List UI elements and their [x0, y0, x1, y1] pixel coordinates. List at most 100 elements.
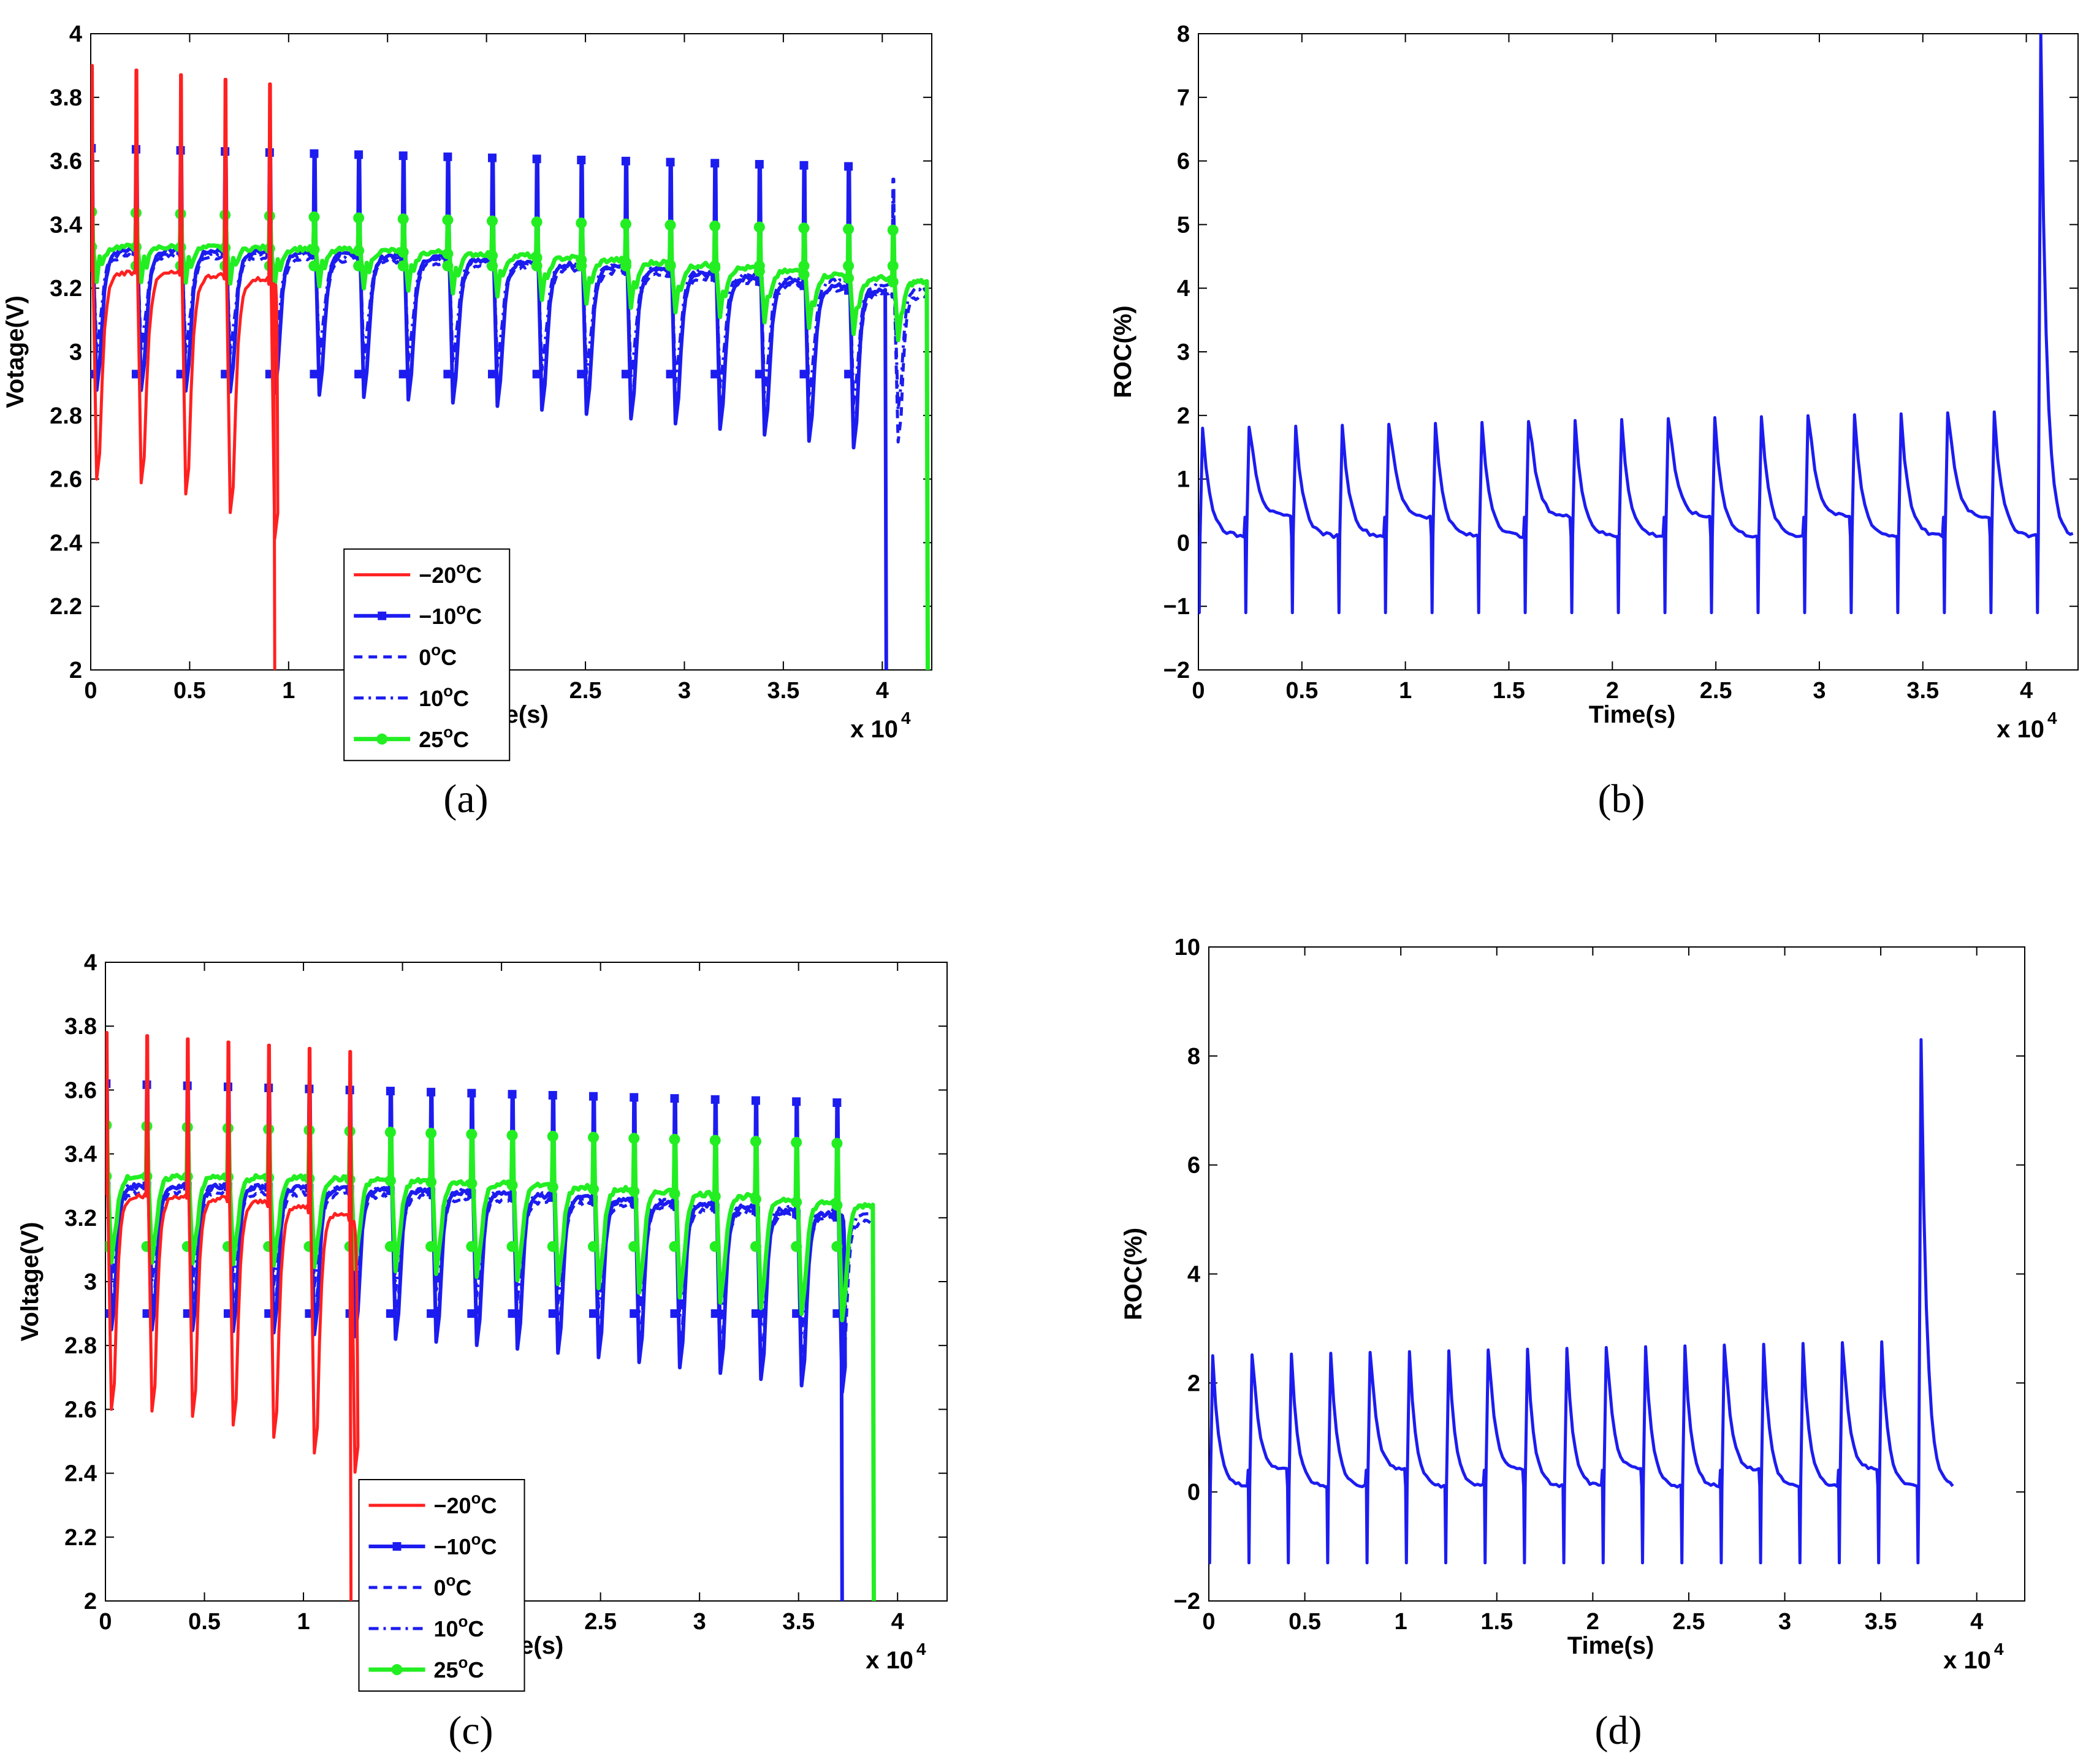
series-marker-1	[427, 1309, 436, 1318]
y-tick-label: −2	[1163, 658, 1190, 683]
series-marker-4	[442, 248, 454, 260]
series-marker-1	[621, 156, 630, 165]
y-tick-label: 0	[1187, 1480, 1200, 1505]
y-tick-label: 3.6	[64, 1078, 97, 1103]
x-tick-label: 0.5	[1289, 1609, 1321, 1635]
legend-label-degree: o	[459, 1612, 468, 1630]
plot-c: 00.511.522.533.5422.22.42.62.833.23.43.6…	[17, 950, 948, 1753]
series-marker-4	[709, 1241, 721, 1252]
series-marker-4	[709, 220, 721, 232]
series-marker-4	[791, 1241, 802, 1252]
y-tick-label: 0	[1177, 530, 1190, 556]
series-marker-4	[397, 213, 409, 225]
series-marker-1	[488, 370, 497, 379]
series-roc-line	[1198, 34, 2074, 615]
legend-label-value: −20	[434, 1493, 471, 1518]
legend-label-1: −10oC	[434, 1530, 497, 1559]
series-marker-4	[384, 1127, 396, 1138]
legend-label-unit: C	[441, 645, 457, 670]
series-marker-4	[669, 1133, 680, 1145]
y-tick-label: 2.2	[50, 594, 82, 620]
y-axis: −2 −1 0 1 2 3 4 5 6 7 8	[1163, 21, 2078, 683]
legend-label-degree: o	[456, 558, 466, 577]
series-marker-4	[466, 1177, 478, 1189]
x-multiplier: x 10	[1943, 1647, 1991, 1674]
y-tick-label: 3	[1177, 340, 1190, 365]
legend-label-unit: C	[453, 686, 469, 711]
series-marker-4	[487, 215, 498, 227]
x-multiplier-exponent: 4	[916, 1640, 926, 1659]
series-marker-1	[508, 1309, 517, 1318]
series-marker-4	[466, 1128, 478, 1140]
series-marker-4	[308, 211, 320, 222]
series-marker-4	[628, 1133, 640, 1144]
legend-label-2: 0oC	[434, 1571, 472, 1600]
x-tick-label: 2.5	[569, 678, 602, 704]
y-tick-label: 10	[1175, 935, 1200, 960]
x-tick-label: 1.5	[1480, 1609, 1513, 1635]
y-tick-label: −2	[1174, 1589, 1200, 1614]
series-marker-1	[398, 151, 408, 161]
series-marker-1	[508, 1090, 517, 1099]
legend-label-3: 10oC	[419, 682, 469, 711]
plot-frame	[1208, 946, 2025, 1602]
series-marker-1	[398, 370, 408, 379]
series-marker-1	[832, 1309, 842, 1318]
series-marker-4	[353, 260, 365, 272]
series-marker-4	[506, 1179, 518, 1191]
legend-label-unit: C	[455, 1575, 471, 1600]
series-marker-4	[791, 1196, 802, 1208]
y-tick-label: 4	[84, 950, 97, 976]
series-marker-4	[442, 260, 454, 272]
series-marker-4	[547, 1181, 558, 1193]
series-marker-4	[576, 217, 587, 229]
series-marker-4	[709, 260, 721, 272]
series-marker-1	[467, 1089, 476, 1098]
legend-box	[343, 548, 511, 761]
legend-label-degree: o	[471, 1489, 481, 1507]
series-marker-4	[843, 272, 855, 284]
legend-label-degree: o	[431, 641, 441, 659]
legend-label-4: 25oC	[434, 1653, 484, 1682]
series-marker-4	[353, 245, 365, 257]
series-marker-4	[753, 260, 765, 272]
series-marker-1	[710, 370, 720, 379]
x-tick-label: 0.5	[173, 678, 206, 704]
series-marker-4	[628, 1241, 640, 1252]
series-marker-4	[843, 223, 855, 235]
series-marker-1	[577, 370, 586, 379]
y-tick-label: 2	[1187, 1371, 1200, 1396]
x-tick-label: 3.5	[1906, 678, 1939, 704]
legend-box	[358, 1479, 525, 1692]
series-marker-1	[621, 370, 630, 379]
legend-label-degree: o	[471, 1530, 481, 1548]
legend-label-unit: C	[468, 1657, 484, 1682]
x-tick-label: 4	[876, 678, 889, 704]
series-marker-4	[831, 1138, 843, 1149]
legend-label-4: 25oC	[419, 723, 469, 752]
y-tick-label: 1	[1177, 467, 1190, 493]
y-tick-label: 3.4	[64, 1142, 97, 1168]
series-marker-4	[466, 1241, 478, 1252]
series-marker-4	[664, 260, 676, 272]
legend-label-unit: C	[468, 1616, 484, 1641]
series-marker-4	[487, 260, 498, 272]
series-marker-4	[263, 1241, 275, 1252]
y-axis-label: ROC(%)	[1110, 305, 1136, 398]
series-marker-4	[576, 260, 587, 272]
data-layer	[1209, 1038, 1954, 1565]
legend-label-degree: o	[459, 1653, 468, 1671]
series-marker-1	[427, 1087, 436, 1097]
series-marker-4	[750, 1241, 761, 1252]
series-marker-4	[628, 1185, 640, 1197]
legend-label-value: 0	[434, 1575, 446, 1600]
series-marker-4	[669, 1188, 680, 1199]
legend-label-degree: o	[443, 723, 453, 741]
series-marker-1	[354, 150, 364, 159]
legend-label-0: −20oC	[419, 558, 482, 588]
series-marker-4	[620, 260, 631, 272]
series-marker-1	[832, 1098, 842, 1108]
x-tick-label: 1	[1399, 678, 1412, 704]
